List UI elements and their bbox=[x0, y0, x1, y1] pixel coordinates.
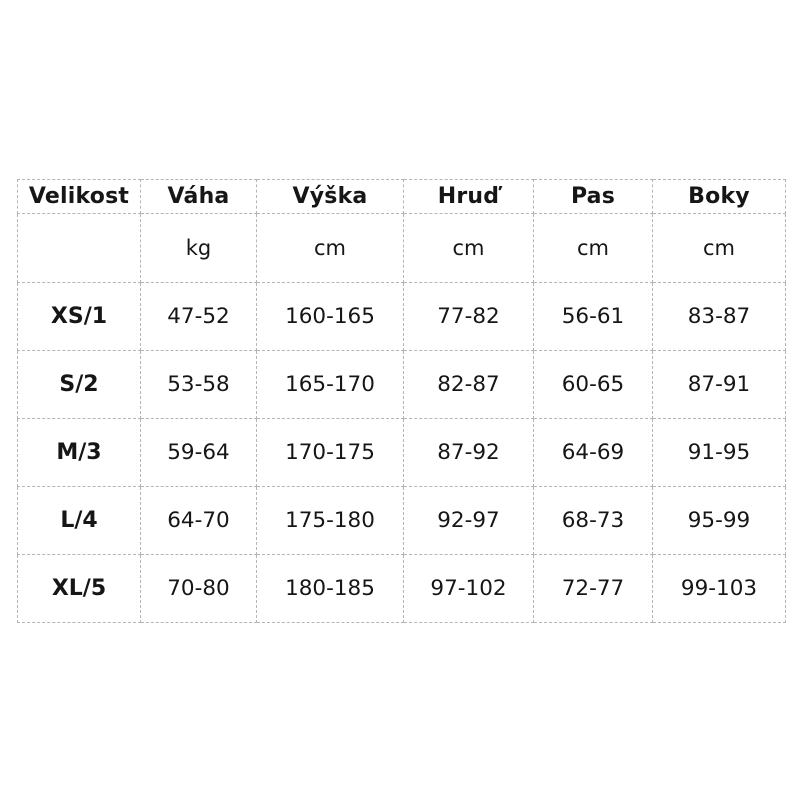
units-row: kg cm cm cm cm bbox=[17, 213, 786, 283]
value-cell: 68-73 bbox=[533, 486, 653, 555]
value-cell: 170-175 bbox=[256, 418, 404, 487]
value-cell: 87-91 bbox=[652, 350, 786, 419]
size-cell: L/4 bbox=[17, 486, 141, 555]
column-header-row: Velikost Váha Výška Hruď Pas Boky bbox=[17, 179, 786, 214]
column-header-0: Velikost bbox=[17, 179, 141, 214]
table-row-m-3: M/3 59-64 170-175 87-92 64-69 91-95 bbox=[17, 418, 786, 487]
value-cell: 99-103 bbox=[652, 554, 786, 623]
unit-cell-4: cm bbox=[533, 213, 653, 283]
unit-cell-1: kg bbox=[140, 213, 257, 283]
table-row-xl-5: XL/5 70-80 180-185 97-102 72-77 99-103 bbox=[17, 554, 786, 623]
value-cell: 47-52 bbox=[140, 282, 257, 351]
column-header-2: Výška bbox=[256, 179, 404, 214]
table-body: XS/1 47-52 160-165 77-82 56-61 83-87 S/2 53-58 1… bbox=[17, 282, 786, 623]
value-cell: 72-77 bbox=[533, 554, 653, 623]
value-cell: 160-165 bbox=[256, 282, 404, 351]
size-cell: XS/1 bbox=[17, 282, 141, 351]
value-cell: 97-102 bbox=[403, 554, 534, 623]
value-cell: 92-97 bbox=[403, 486, 534, 555]
unit-cell-3: cm bbox=[403, 213, 534, 283]
table-header: Velikost Váha Výška Hruď Pas Boky kg cm cm cm cm bbox=[17, 179, 786, 283]
value-cell: 91-95 bbox=[652, 418, 786, 487]
value-cell: 56-61 bbox=[533, 282, 653, 351]
unit-cell-0 bbox=[17, 213, 141, 283]
value-cell: 64-69 bbox=[533, 418, 653, 487]
value-cell: 175-180 bbox=[256, 486, 404, 555]
column-header-5: Boky bbox=[652, 179, 786, 214]
unit-cell-5: cm bbox=[652, 213, 786, 283]
unit-cell-2: cm bbox=[256, 213, 404, 283]
column-header-4: Pas bbox=[533, 179, 653, 214]
value-cell: 64-70 bbox=[140, 486, 257, 555]
size-cell: M/3 bbox=[17, 418, 141, 487]
column-header-3: Hruď bbox=[403, 179, 534, 214]
value-cell: 60-65 bbox=[533, 350, 653, 419]
table-row-l-4: L/4 64-70 175-180 92-97 68-73 95-99 bbox=[17, 486, 786, 555]
value-cell: 95-99 bbox=[652, 486, 786, 555]
value-cell: 87-92 bbox=[403, 418, 534, 487]
value-cell: 59-64 bbox=[140, 418, 257, 487]
size-cell: XL/5 bbox=[17, 554, 141, 623]
value-cell: 180-185 bbox=[256, 554, 404, 623]
value-cell: 83-87 bbox=[652, 282, 786, 351]
table-row-s-2: S/2 53-58 165-170 82-87 60-65 87-91 bbox=[17, 350, 786, 419]
value-cell: 165-170 bbox=[256, 350, 404, 419]
value-cell: 77-82 bbox=[403, 282, 534, 351]
size-cell: S/2 bbox=[17, 350, 141, 419]
size-chart-table: Velikost Váha Výška Hruď Pas Boky kg cm cm cm cm X… bbox=[17, 179, 786, 623]
column-header-1: Váha bbox=[140, 179, 257, 214]
value-cell: 53-58 bbox=[140, 350, 257, 419]
table-row-xs-1: XS/1 47-52 160-165 77-82 56-61 83-87 bbox=[17, 282, 786, 351]
value-cell: 70-80 bbox=[140, 554, 257, 623]
value-cell: 82-87 bbox=[403, 350, 534, 419]
